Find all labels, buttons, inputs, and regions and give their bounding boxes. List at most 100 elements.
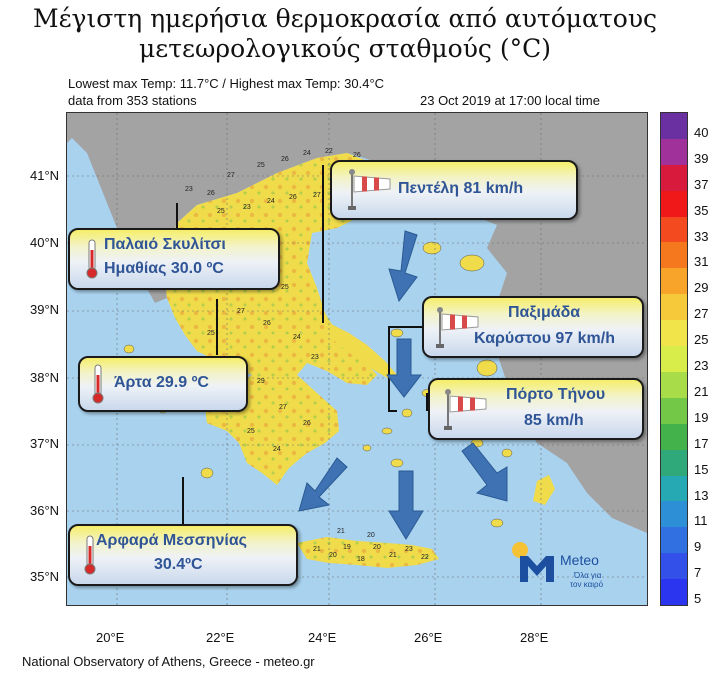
lon-tick-22: 22°E	[206, 630, 235, 645]
colorbar-segment	[661, 371, 687, 399]
thermometer-icon	[92, 364, 104, 404]
station-value: 25	[217, 208, 225, 215]
colorbar-segment	[661, 501, 687, 528]
tinos-line2: 85 km/h	[524, 412, 584, 429]
station-value: 27	[313, 192, 321, 199]
colorbar-segment	[661, 553, 687, 580]
colorbar-segment	[661, 423, 687, 451]
meteo-logo-mark	[512, 542, 554, 582]
colorbar-label: 23	[694, 358, 709, 374]
station-value: 25	[247, 428, 255, 435]
colorbar-label: 31	[694, 254, 709, 270]
station-value: 27	[279, 404, 287, 411]
colorbar-label: 35	[694, 202, 709, 218]
lon-tick-20: 20°E	[96, 630, 125, 645]
map-title-line1: Μέγιστη ημερήσια θερμοκρασία από αυτόματ…	[32, 4, 658, 33]
callout-skulitsi: Παλαιό Σκυλίτσι Ημαθίας 30.0 ºC	[68, 228, 280, 290]
colorbar-segment	[661, 579, 687, 606]
callout-arfara: Αρφαρά Μεσσηνίας 30.4ºC	[68, 524, 298, 586]
arta-line1: Άρτα 29.9 ºC	[114, 374, 209, 391]
wind-arrows	[298, 230, 508, 540]
colorbar-label: 17	[694, 435, 709, 451]
colorbar-label: 27	[694, 306, 709, 322]
callout-arta: Άρτα 29.9 ºC	[78, 356, 248, 412]
station-value: 25	[257, 162, 265, 169]
station-value: 19	[343, 544, 351, 551]
station-value: 23	[185, 186, 193, 193]
lon-tick-28: 28°E	[520, 630, 549, 645]
callout-tinos: Πόρτο Τήνου 85 km/h	[428, 378, 644, 440]
arfara-line1: Αρφαρά Μεσσηνίας	[96, 532, 247, 549]
station-value: 23	[405, 546, 413, 553]
paximada-line2: Καρύστου 97 km/h	[474, 330, 615, 347]
thermometer-icon	[84, 535, 96, 575]
colorbar-label: 39	[694, 150, 709, 166]
station-value: 26	[207, 190, 215, 197]
map-title-line2: μετεωρολογικούς σταθμούς (°C)	[139, 34, 551, 63]
lat-tick-38: 38°N	[30, 370, 60, 385]
meteo-logo: Meteo Όλα για τον καιρό	[512, 540, 632, 595]
windsock-icon	[444, 389, 487, 430]
colorbar-label: 21	[694, 383, 709, 399]
colorbar-segment	[661, 216, 687, 243]
colorbar-segment	[661, 346, 687, 373]
evia-island	[325, 323, 397, 379]
station-value: 24	[273, 446, 281, 453]
colorbar-segment	[661, 113, 687, 140]
colorbar-label: 37	[694, 176, 709, 192]
windsock-icon	[348, 169, 391, 210]
map-footer: National Observatory of Athens, Greece -…	[22, 654, 315, 669]
lat-tick-37: 37°N	[30, 436, 60, 451]
map-timestamp: 23 Oct 2019 at 17:00 local time	[420, 93, 600, 108]
rhodes-island	[533, 475, 555, 505]
station-count: data from 353 stations	[68, 93, 197, 108]
station-value: 22	[325, 148, 333, 155]
logo-tagline1: Όλα για	[574, 571, 602, 580]
lat-tick-39: 39°N	[30, 302, 60, 317]
callout-paximada: Παξιμάδα Καρύστου 97 km/h	[422, 296, 644, 358]
station-value: 26	[303, 420, 311, 427]
station-value: 26	[263, 320, 271, 327]
lon-tick-26: 26°E	[414, 630, 443, 645]
colorbar-label: 25	[694, 332, 709, 348]
logo-name: Meteo	[560, 552, 599, 568]
lon-tick-24: 24°E	[308, 630, 337, 645]
colorbar-segment	[661, 242, 687, 269]
colorbar-label: 9	[694, 539, 702, 555]
station-value: 23	[243, 204, 251, 211]
colorbar-label: 40	[694, 125, 709, 140]
arfara-line2: 30.4ºC	[154, 556, 203, 573]
colorbar-segment	[661, 164, 687, 192]
station-value: 27	[237, 308, 245, 315]
station-value: 24	[293, 334, 301, 341]
station-value: 20	[367, 532, 375, 539]
colorbar-label: 11	[694, 513, 708, 529]
skulitsi-line2: Ημαθίας 30.0 ºC	[104, 260, 224, 277]
station-value: 27	[227, 172, 235, 179]
station-value: 25	[207, 330, 215, 337]
colorbar-segment	[661, 397, 687, 425]
station-value: 20	[373, 544, 381, 551]
colorbar-segment	[661, 527, 687, 554]
lat-tick-35: 35°N	[30, 569, 60, 584]
skulitsi-line1: Παλαιό Σκυλίτσι	[104, 236, 226, 253]
colorbar-label: 5	[694, 591, 702, 607]
windsock-icon	[436, 307, 479, 348]
station-value: 29	[257, 378, 265, 385]
penteli-line1: Πεντέλη 81 km/h	[398, 180, 524, 197]
colorbar-label: 29	[694, 280, 709, 296]
colorbar-label: 7	[694, 565, 702, 581]
colorbar-label: 33	[694, 228, 709, 244]
lat-tick-40: 40°N	[30, 235, 60, 250]
callout-penteli: Πεντέλη 81 km/h	[330, 160, 578, 220]
station-value: 26	[353, 152, 361, 159]
colorbar-segment	[661, 190, 687, 218]
tinos-line1: Πόρτο Τήνου	[506, 386, 606, 403]
station-value: 24	[303, 150, 311, 157]
station-value: 21	[389, 552, 397, 559]
logo-tagline2: τον καιρό	[570, 580, 604, 589]
station-value: 24	[267, 198, 275, 205]
temp-summary: Lowest max Temp: 11.7°C / Highest max Te…	[68, 76, 385, 91]
colorbar-segment	[661, 138, 687, 166]
station-value: 21	[313, 546, 321, 553]
